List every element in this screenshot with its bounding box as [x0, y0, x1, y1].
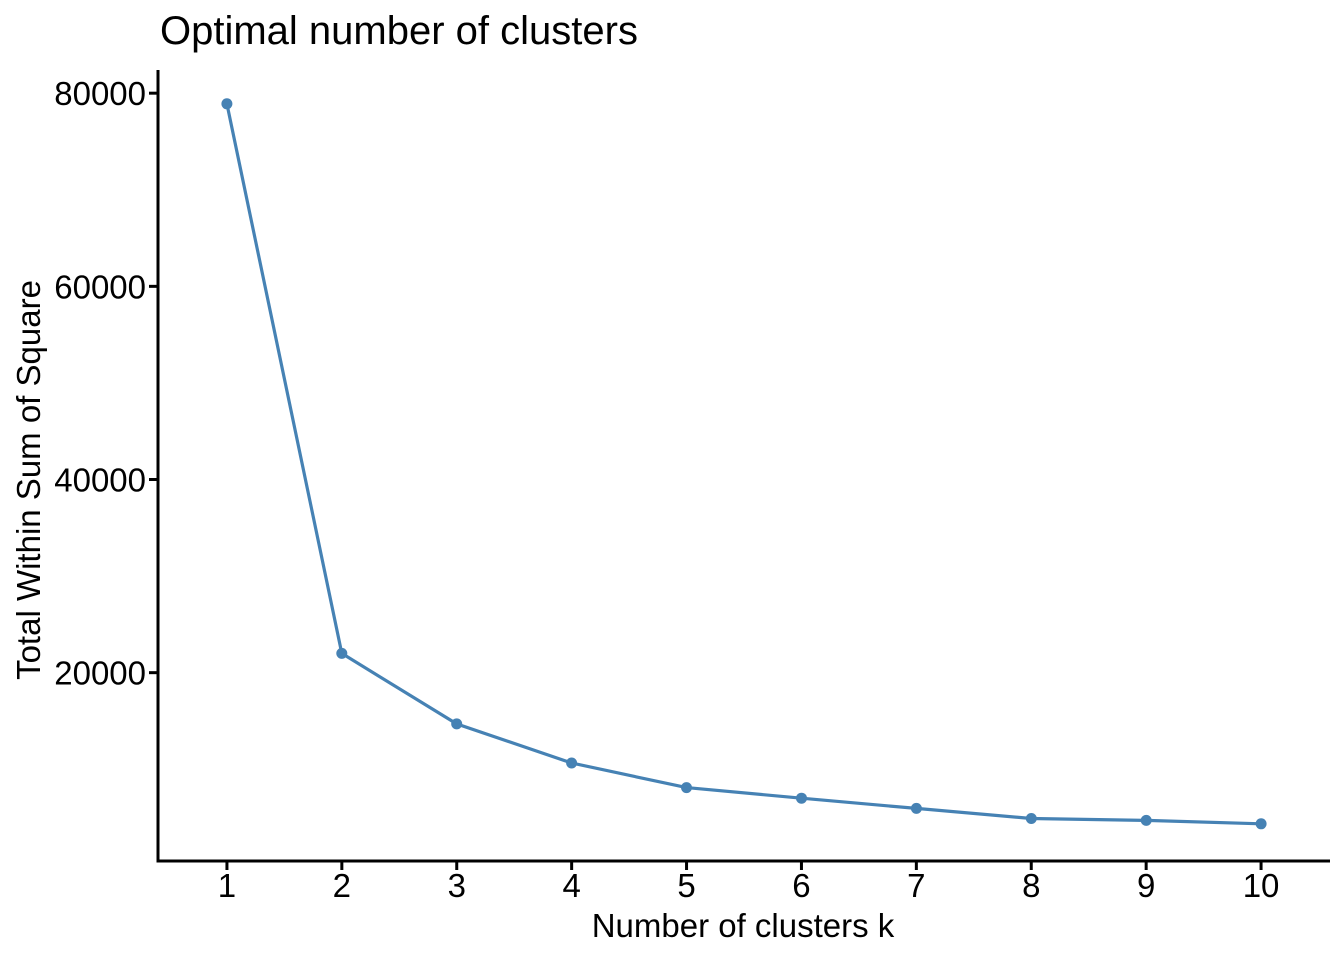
series-line: [225, 103, 1262, 826]
y-tick-label: 60000: [54, 268, 146, 305]
data-point: [451, 718, 463, 730]
data-point: [336, 647, 348, 659]
y-tick-label: 40000: [54, 462, 146, 499]
x-tick-label: 9: [1137, 867, 1155, 904]
x-tick-label: 7: [907, 867, 925, 904]
data-point: [1025, 813, 1037, 824]
x-tick-label: 2: [333, 867, 351, 904]
x-tick-label: 10: [1243, 867, 1280, 904]
chart-title: Optimal number of clusters: [160, 9, 638, 53]
x-tick-label: 5: [677, 867, 695, 904]
x-tick-label: 4: [562, 867, 580, 904]
x-tick-label: 3: [448, 867, 466, 904]
data-point: [1140, 814, 1152, 826]
data-point: [566, 757, 578, 769]
y-axis-ticks: 20000 40000 60000 80000: [54, 75, 158, 692]
data-point: [1255, 818, 1267, 830]
data-point: [910, 802, 922, 814]
series-points: [221, 98, 1267, 830]
y-tick-label: 80000: [54, 75, 146, 112]
y-axis-label: Total Within Sum of Square: [10, 280, 47, 680]
data-point: [681, 782, 692, 794]
y-tick-label: 20000: [54, 655, 146, 692]
data-point: [796, 792, 807, 804]
data-point: [221, 98, 233, 110]
x-tick-label: 6: [792, 867, 810, 904]
x-axis-ticks: 1 2 3 4 5 6 7 8 9 10: [218, 861, 1280, 904]
x-tick-label: 8: [1022, 867, 1040, 904]
x-tick-label: 1: [218, 867, 236, 904]
x-axis-label: Number of clusters k: [592, 907, 895, 944]
